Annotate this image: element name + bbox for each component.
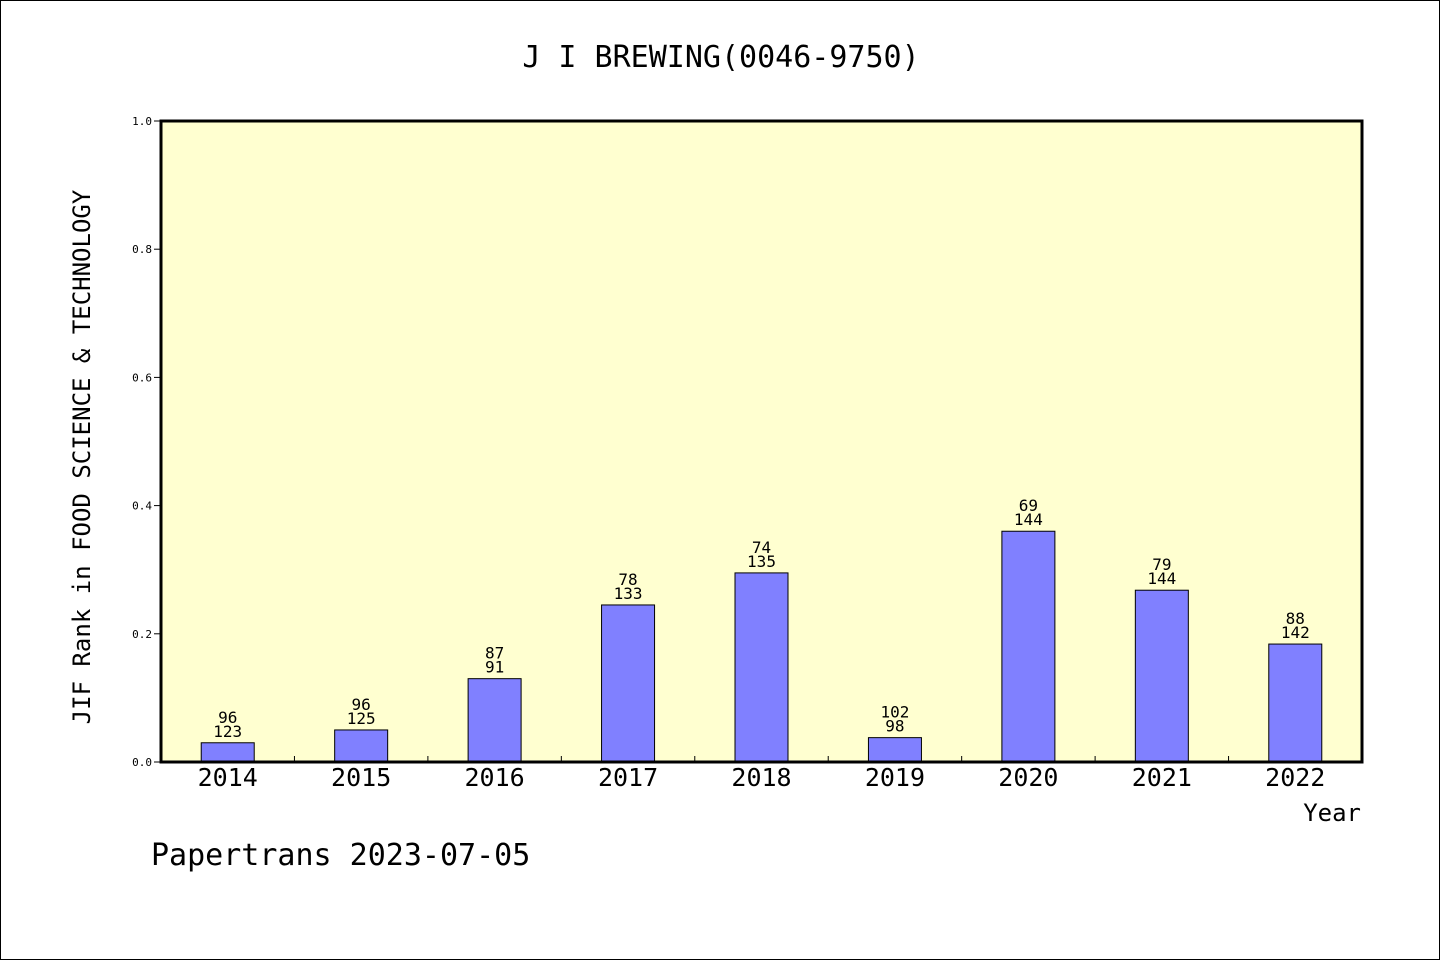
y-tick-label: 0.0 (132, 756, 152, 769)
x-tick-label: 2018 (731, 763, 791, 792)
bar-label-lower: 135 (747, 552, 776, 571)
x-tick-label: 2020 (998, 763, 1058, 792)
bar (1001, 530, 1056, 763)
plot-border (159, 119, 1364, 764)
bar-label-lower: 91 (485, 658, 504, 677)
bar (867, 737, 922, 763)
bar-label-upper: 74 (752, 538, 771, 557)
bar (467, 678, 522, 763)
y-tick-label: 0.4 (132, 500, 152, 513)
y-axis: 0.0 0.2 0.4 0.6 0.8 1.0 (132, 115, 161, 769)
bar-label-lower: 133 (614, 584, 643, 603)
x-tick-label: 2015 (331, 763, 391, 792)
bar (734, 572, 789, 763)
x-tick-label: 2016 (465, 763, 525, 792)
y-axis-label: JIF Rank in FOOD SCIENCE & TECHNOLOGY (68, 189, 96, 724)
bar-label-lower: 144 (1014, 510, 1043, 529)
bar-label-upper: 102 (880, 703, 909, 722)
y-tick-label: 0.2 (132, 628, 152, 641)
bar-label-upper: 96 (218, 708, 237, 727)
bar (200, 742, 255, 763)
x-tick-label: 2021 (1132, 763, 1192, 792)
bars (200, 530, 1323, 763)
x-axis-label: Year (1303, 799, 1361, 827)
x-tick-label: 2017 (598, 763, 658, 792)
bar (1268, 643, 1323, 763)
bar-label-upper: 96 (352, 695, 371, 714)
bar-label-upper: 87 (485, 644, 504, 663)
bar-label-lower: 125 (347, 709, 376, 728)
x-tick-label: 2022 (1265, 763, 1325, 792)
y-tick-label: 1.0 (132, 115, 152, 128)
y-tick-label: 0.8 (132, 243, 152, 256)
x-axis: 2014 2015 2016 2017 2018 2019 2020 2021 2022 (198, 756, 1325, 792)
bar (601, 604, 656, 763)
bar-label-upper: 79 (1152, 555, 1171, 574)
bar (1134, 589, 1189, 763)
y-tick-label: 0.6 (132, 371, 152, 384)
x-tick-label: 2019 (865, 763, 925, 792)
bar-label-lower: 142 (1281, 623, 1310, 642)
footer-credit: Papertrans 2023-07-05 (151, 838, 530, 873)
bar-label-lower: 144 (1147, 569, 1176, 588)
bar-label-lower: 98 (885, 717, 904, 736)
chart-title: J I BREWING(0046-9750) (522, 40, 919, 75)
bar-label-upper: 69 (1019, 496, 1038, 515)
bar-label-upper: 88 (1286, 609, 1305, 628)
bar-labels: 9612396125879178133741351029869144791448… (213, 496, 1309, 741)
x-tick-label: 2014 (198, 763, 258, 792)
bar-label-upper: 78 (618, 570, 637, 589)
bar (334, 729, 389, 763)
bar-label-lower: 123 (213, 722, 242, 741)
